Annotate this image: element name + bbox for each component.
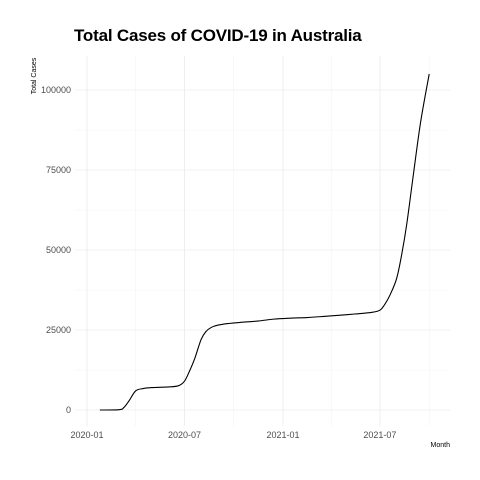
x-axis-label: Month <box>431 442 451 449</box>
y-tick-label: 25000 <box>46 325 71 335</box>
y-tick-label: 100000 <box>41 85 71 95</box>
x-tick-label: 2020-07 <box>168 430 201 440</box>
x-tick-label: 2020-01 <box>70 430 103 440</box>
y-tick-label: 50000 <box>46 245 71 255</box>
y-tick-label: 75000 <box>46 165 71 175</box>
minor-gridlines <box>75 56 450 426</box>
y-tick-label: 0 <box>66 405 71 415</box>
x-tick-labels: 2020-01 2020-07 2021-01 2021-07 <box>70 430 396 440</box>
y-axis-label: Total Cases <box>31 57 38 94</box>
x-tick-label: 2021-01 <box>266 430 299 440</box>
y-tick-labels: 0 25000 50000 75000 100000 <box>41 85 71 415</box>
major-gridlines <box>75 56 450 426</box>
x-tick-label: 2021-07 <box>363 430 396 440</box>
